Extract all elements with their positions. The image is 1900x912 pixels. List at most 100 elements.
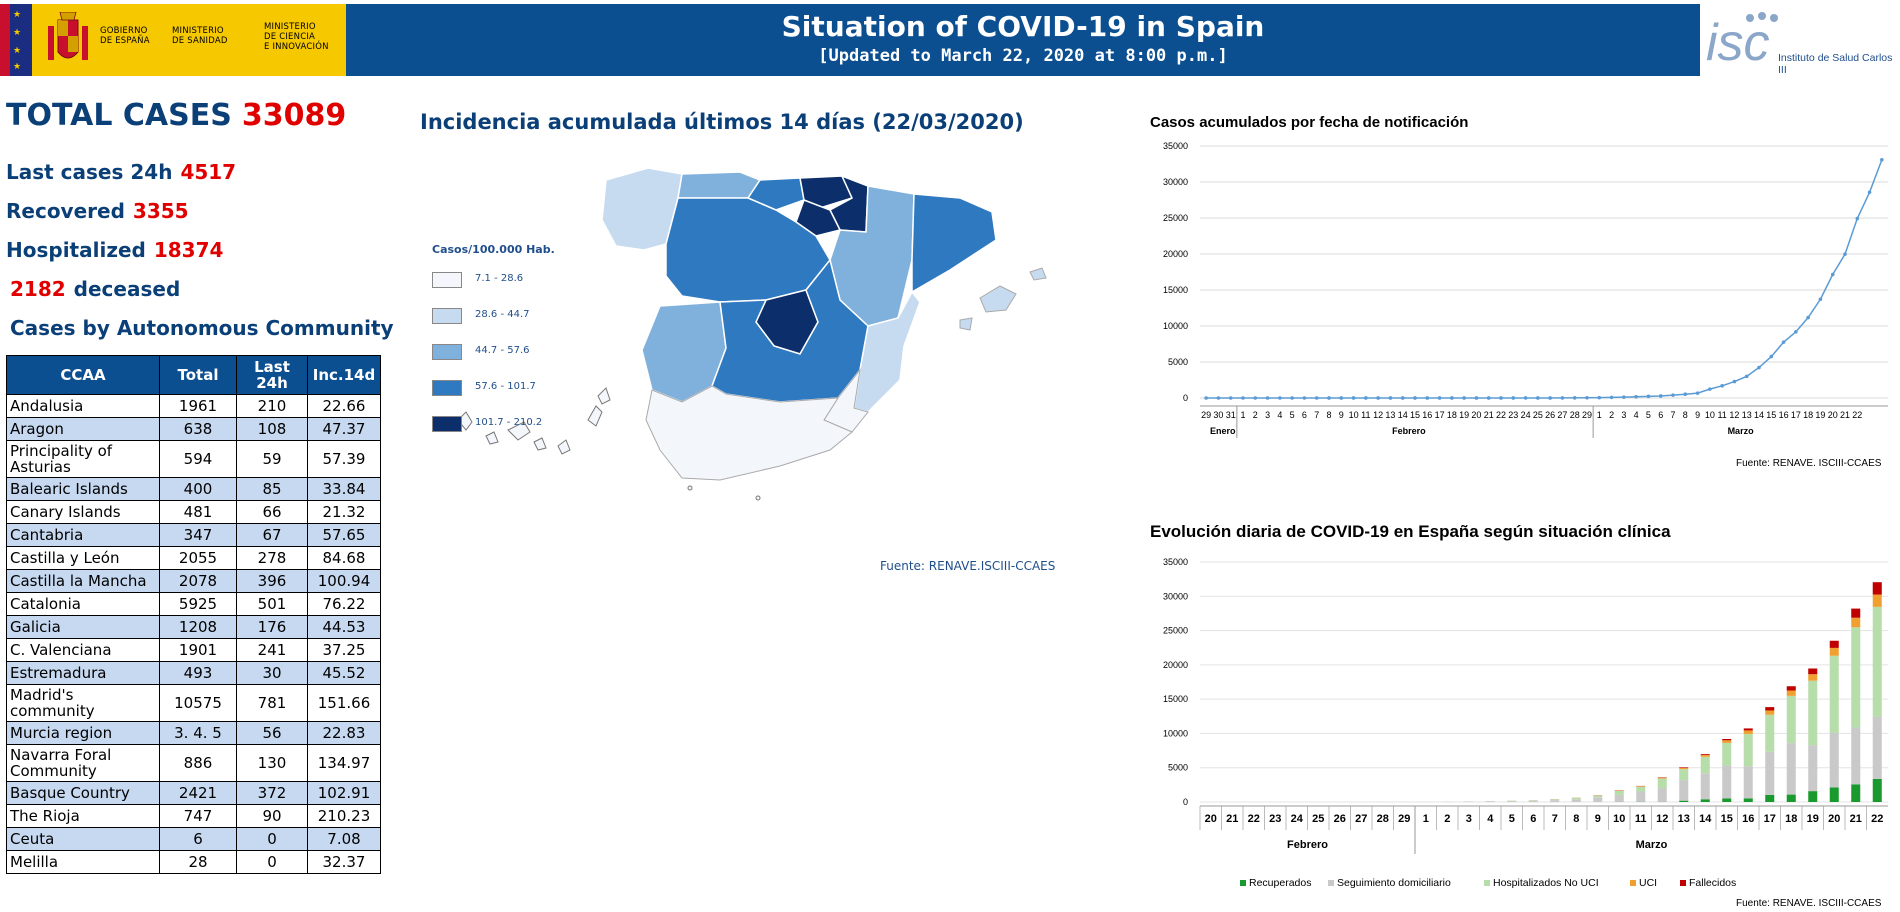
data-point (1290, 396, 1294, 400)
inc14d-cell: 57.65 (307, 523, 381, 547)
x-tick-label: 13 (1678, 813, 1690, 825)
inc14d-cell: 45.52 (307, 661, 381, 685)
data-point (1695, 391, 1700, 395)
data-point (1388, 396, 1393, 400)
bar-segment (1722, 765, 1732, 799)
eu-flag: ★ ★ ★ ★ (10, 4, 32, 76)
data-point (1486, 396, 1491, 400)
x-tick-label: 2 (1253, 410, 1258, 420)
inc14d-cell: 22.66 (307, 394, 381, 418)
data-point (1425, 396, 1430, 400)
y-tick-label: 30000 (1163, 591, 1188, 601)
data-point (1523, 396, 1528, 400)
total-cell: 1961 (159, 394, 237, 418)
table-row: Principality of Asturias 594 59 57.39 (6, 440, 381, 478)
data-point (1228, 396, 1233, 400)
x-tick-label: 28 (1570, 410, 1580, 420)
bar-segment (1765, 751, 1775, 795)
last24-cell: 278 (236, 546, 308, 570)
ministry-health-text: MINISTERIO DE SANIDAD (172, 26, 228, 46)
bar-segment (1872, 594, 1882, 607)
last24-cell: 130 (236, 744, 308, 782)
bar-segment (1679, 769, 1689, 781)
ccaa-table: CCAA Total Last 24h Inc.14d Andalusia 196… (6, 355, 381, 874)
bar-segment (1765, 707, 1775, 711)
recovered-label: Recovered (6, 199, 125, 223)
last24-cell: 372 (236, 781, 308, 805)
total-cell: 638 (159, 417, 237, 441)
spain-choropleth-map (457, 167, 1047, 501)
bar-segment (1679, 800, 1689, 802)
legend-swatch (1680, 880, 1686, 886)
svg-text:isc: isc (1706, 14, 1770, 72)
region-asturias (677, 171, 762, 199)
data-point (1314, 396, 1319, 400)
bar-segment (1786, 690, 1796, 696)
x-tick-label: 14 (1754, 410, 1764, 420)
line-chart-source: Fuente: RENAVE. ISCIII-CCAES (1736, 458, 1882, 469)
x-tick-label: 23 (1508, 410, 1518, 420)
isciii-logo-icon: isc (1706, 12, 1778, 72)
total-cell: 2055 (159, 546, 237, 570)
x-tick-label: 18 (1447, 410, 1457, 420)
y-tick-label: 10000 (1163, 321, 1188, 331)
data-point (1364, 396, 1368, 400)
last-cases-24h: Last cases 24h 4517 (6, 160, 236, 184)
x-tick-label: 7 (1314, 410, 1319, 420)
inc14d-cell: 7.08 (307, 827, 381, 851)
ccaa-cell: Ceuta (6, 827, 160, 851)
x-tick-label: 21 (1484, 410, 1494, 420)
x-tick-label: 4 (1487, 813, 1494, 825)
bar-segment (1679, 780, 1689, 801)
y-tick-label: 5000 (1168, 357, 1188, 367)
legend-label: Seguimiento domiciliario (1337, 877, 1451, 889)
total-cell: 10575 (159, 684, 237, 722)
ccaa-cell: Aragon (6, 417, 160, 441)
bar-segment (1743, 728, 1753, 731)
inc14d-cell: 21.32 (307, 500, 381, 524)
data-point (1536, 396, 1540, 400)
col-header-last24: Last 24h (236, 355, 308, 395)
page-title: Situation of COVID-19 in Spain (781, 10, 1265, 43)
data-point (1744, 374, 1749, 379)
legend-swatch (1240, 880, 1246, 886)
header: ★ ★ ★ ★ GOBIERNO DE ESPAÑA MINISTERIO DE… (0, 0, 1900, 80)
x-tick-label: 20 (1828, 410, 1838, 420)
bar-segment (1636, 791, 1646, 802)
col-header-total: Total (159, 355, 237, 395)
ccaa-cell: The Rioja (6, 804, 160, 828)
last24-value: 4517 (180, 160, 237, 184)
bar-segment (1636, 786, 1646, 792)
table-row: Aragon 638 108 47.37 (6, 417, 381, 441)
x-tick-label: 19 (1459, 410, 1469, 420)
x-tick-label: 5 (1290, 410, 1295, 420)
last24-cell: 0 (236, 850, 308, 874)
data-point (1806, 315, 1810, 320)
bar-segment (1829, 640, 1839, 648)
x-tick-label: 21 (1850, 813, 1862, 825)
y-tick-label: 0 (1183, 393, 1188, 403)
x-tick-label: 20 (1471, 410, 1481, 420)
x-tick-label: 9 (1695, 410, 1700, 420)
last24-cell: 781 (236, 684, 308, 722)
region-balearic-islands (959, 267, 1047, 331)
bar-segment (1593, 795, 1603, 798)
bar-segment (1528, 800, 1538, 802)
table-row: Galicia 1208 176 44.53 (6, 615, 381, 639)
last24-cell: 59 (236, 440, 308, 478)
total-cell: 5925 (159, 592, 237, 616)
legend-swatch (432, 380, 462, 396)
bar-segment (1700, 754, 1710, 755)
legend-swatch (1328, 880, 1334, 886)
x-tick-label: 20 (1828, 813, 1840, 825)
x-tick-label: 8 (1326, 410, 1331, 420)
x-tick-label: 29 (1201, 410, 1211, 420)
bar-segment (1743, 730, 1753, 734)
data-point (1634, 395, 1638, 399)
last24-cell: 56 (236, 721, 308, 745)
bar-segment (1700, 754, 1710, 757)
total-cell: 6 (159, 827, 237, 851)
y-tick-label: 20000 (1163, 249, 1188, 259)
bar-segment (1851, 784, 1861, 802)
x-tick-label: 1 (1597, 410, 1602, 420)
